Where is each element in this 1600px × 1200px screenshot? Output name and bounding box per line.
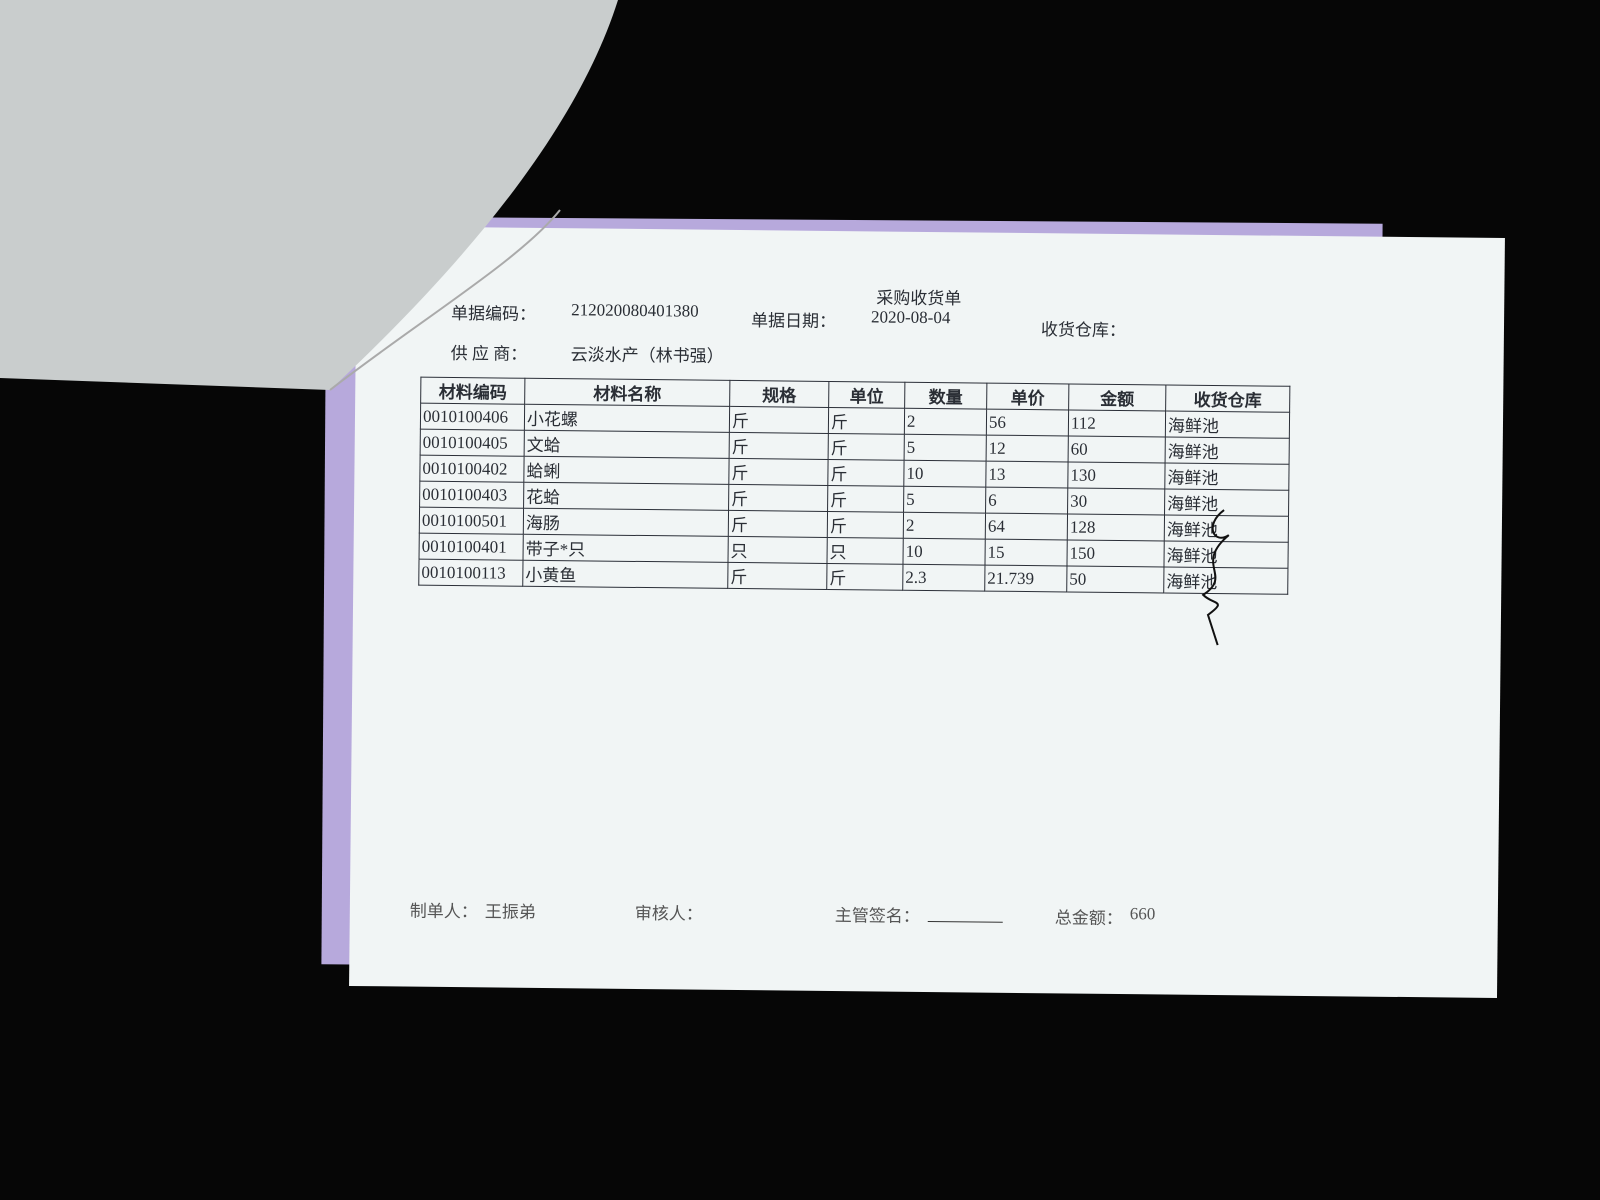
table-cell: 0010100113 xyxy=(418,559,524,587)
table-cell: 海鲜池 xyxy=(1165,410,1290,439)
table-cell: 斤 xyxy=(828,433,905,461)
table-cell: 斤 xyxy=(727,562,827,590)
table-cell: 小花螺 xyxy=(524,404,730,433)
table-cell: 30 xyxy=(1067,487,1165,515)
table-cell: 0010100403 xyxy=(419,481,524,509)
table-cell: 斤 xyxy=(827,485,904,513)
table-cell: 50 xyxy=(1066,565,1164,593)
field-label: 收货仓库： xyxy=(1040,320,1127,341)
table-cell: 5 xyxy=(903,486,986,514)
table-cell: 130 xyxy=(1067,461,1166,489)
footer-value: 660 xyxy=(1129,904,1156,924)
table-cell: 海肠 xyxy=(523,508,729,537)
table-cell: 海鲜池 xyxy=(1164,462,1290,491)
table-cell: 2.3 xyxy=(902,564,985,592)
table-cell: 斤 xyxy=(728,510,828,538)
table-cell: 10 xyxy=(903,460,987,488)
table-cell: 2 xyxy=(903,512,986,540)
column-header: 数量 xyxy=(904,382,987,410)
table-cell: 斤 xyxy=(826,563,903,591)
table-cell: 6 xyxy=(985,487,1068,514)
table-cell: 斤 xyxy=(827,459,905,487)
table-cell: 斤 xyxy=(827,511,904,539)
table-cell: 花蛤 xyxy=(523,482,729,511)
column-header: 单位 xyxy=(828,381,905,409)
footer-label: 总金额： xyxy=(1054,908,1123,929)
footer-label: 主管签名： xyxy=(835,901,1003,928)
receipt: 采购收货单 材料编码 材料名称 规格 单位 数量 单价 金额 收货仓库 0010100406 小花… xyxy=(349,226,1505,998)
table-cell: 128 xyxy=(1067,513,1165,541)
column-header: 金额 xyxy=(1068,383,1166,411)
table-cell: 小黄鱼 xyxy=(522,560,728,589)
table-cell: 21.739 xyxy=(984,565,1067,592)
table-cell: 13 xyxy=(985,461,1069,488)
items-table: 材料编码 材料名称 规格 单位 数量 单价 金额 收货仓库 0010100406 小花螺斤斤 2 56… xyxy=(418,377,1290,595)
table-cell: 斤 xyxy=(728,484,828,512)
table-cell: 蛤蜊 xyxy=(523,456,730,485)
table-cell: 0010100402 xyxy=(419,455,525,483)
table-cell: 斤 xyxy=(729,406,829,434)
table-cell: 112 xyxy=(1068,409,1166,437)
table-cell: 10 xyxy=(902,538,986,566)
table-cell: 15 xyxy=(984,539,1068,566)
field-label: 单据日期： xyxy=(750,311,837,332)
signature xyxy=(1201,509,1230,646)
table-cell: 只 xyxy=(826,537,904,565)
table-cell: 56 xyxy=(986,409,1069,436)
table-cell: 斤 xyxy=(728,458,829,486)
table-cell: 64 xyxy=(985,513,1068,540)
table-cell: 2 xyxy=(904,408,987,436)
footer-value: 王振弟 xyxy=(484,902,536,922)
table-cell: 0010100401 xyxy=(419,533,524,561)
table-cell: 带子*只 xyxy=(523,534,729,563)
table-cell: 海鲜池 xyxy=(1165,436,1290,465)
footer-label: 制单人： xyxy=(409,901,478,922)
table-cell: 斤 xyxy=(828,407,905,435)
title: 采购收货单 xyxy=(876,288,962,309)
table-cell: 150 xyxy=(1066,539,1165,567)
footer-label: 审核人： xyxy=(634,903,703,924)
table-cell: 60 xyxy=(1068,435,1166,463)
column-header: 收货仓库 xyxy=(1165,384,1290,413)
table-cell: 12 xyxy=(986,435,1069,462)
signature-line xyxy=(927,921,1003,923)
field-value: 2020-08-04 xyxy=(870,307,951,328)
column-header: 单价 xyxy=(986,383,1069,410)
table-cell: 5 xyxy=(904,434,987,462)
table-cell: 0010100501 xyxy=(419,507,524,535)
table-cell: 只 xyxy=(727,536,828,564)
curled-page xyxy=(0,0,618,391)
table-cell: 斤 xyxy=(729,432,829,460)
table-cell: 0010100406 xyxy=(420,403,525,431)
column-header: 规格 xyxy=(729,380,829,408)
table-cell: 文蛤 xyxy=(524,430,730,459)
table-cell: 0010100405 xyxy=(420,429,525,457)
